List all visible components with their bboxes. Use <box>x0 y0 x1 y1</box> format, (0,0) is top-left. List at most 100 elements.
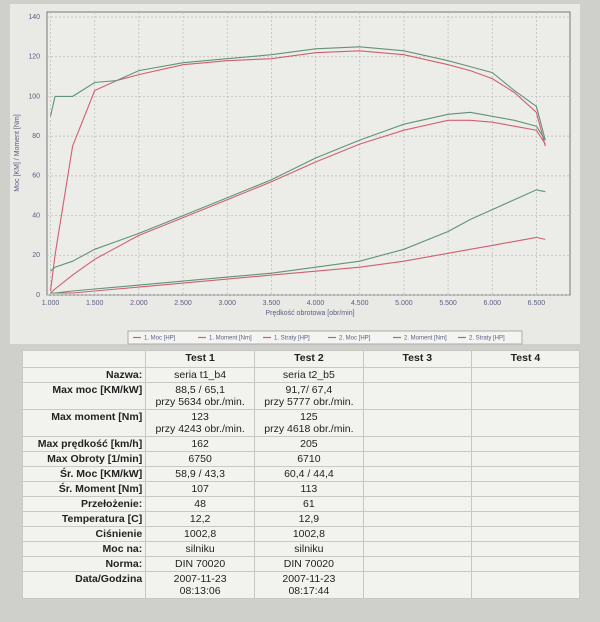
value-cell: seria t1_b4 <box>145 367 255 383</box>
cell-text: przy 4618 obr./min. <box>264 423 354 435</box>
x-tick-label: 5.500 <box>439 300 457 307</box>
plot-area <box>46 11 571 296</box>
cell-text: 08:17:44 <box>288 585 330 597</box>
cell-text: silniku <box>185 543 215 555</box>
value-cell: 123 przy 4243 obr./min. <box>145 409 255 437</box>
cell-text: 48 <box>194 498 206 510</box>
y-tick-label: 20 <box>32 252 40 259</box>
cell-text: 107 <box>191 483 209 495</box>
value-cell: 205 <box>254 436 364 452</box>
value-cell <box>362 481 472 497</box>
x-tick-label: 6.000 <box>483 300 501 307</box>
row-label: Nazwa: <box>21 367 147 383</box>
value-cell <box>470 481 581 497</box>
cell-text: 12,9 <box>298 513 320 525</box>
table-row: Max moment [Nm] 123 przy 4243 obr./min. 125… <box>21 409 581 437</box>
x-tick-label: 5.000 <box>395 300 413 307</box>
row-label: Max prędkość [km/h] <box>21 436 147 452</box>
series-line <box>50 111 546 272</box>
cell-text: 58,9 / 43,3 <box>175 468 225 480</box>
x-tick-label: 4.000 <box>307 300 325 307</box>
value-cell <box>470 526 581 542</box>
value-cell: 1002,8 <box>254 526 364 542</box>
value-cell: 2007-11-23 08:13:06 <box>145 571 255 599</box>
value-cell <box>470 466 581 482</box>
table-row: Norma: DIN 70020 DIN 70020 <box>21 556 581 572</box>
y-tick-label: 140 <box>28 14 40 21</box>
value-cell: 88,5 / 65,1 przy 5634 obr./min. <box>145 382 255 410</box>
value-cell <box>362 556 472 572</box>
value-cell <box>362 436 472 452</box>
table-row: Max moc [KM/kW] 88,5 / 65,1 przy 5634 obr.… <box>21 382 581 410</box>
value-cell <box>470 367 581 383</box>
cell-text: 88,5 / 65,1 <box>175 384 225 396</box>
y-axis-label: Moc [KM] / Moment [Nm] <box>14 114 21 191</box>
results-table: Test 1 Test 2 Test 3 Test 4 Nazwa: seria t1_b… <box>21 350 581 599</box>
value-cell <box>362 526 472 542</box>
x-tick-label: 3.000 <box>218 300 236 307</box>
table-row: Przełożenie: 48 61 <box>21 496 581 512</box>
legend-label: 1. Moc [HP] <box>144 336 176 342</box>
value-cell: silniku <box>254 541 364 557</box>
cell-text: DIN 70020 <box>283 558 334 570</box>
value-cell <box>362 466 472 482</box>
cell-text: DIN 70020 <box>175 558 226 570</box>
value-cell <box>362 451 472 467</box>
value-cell <box>362 496 472 512</box>
row-label: Norma: <box>21 556 147 572</box>
legend <box>127 330 523 345</box>
cell-text: przy 5777 obr./min. <box>264 396 354 408</box>
value-cell: 91,7/ 67,4 przy 5777 obr./min. <box>254 382 364 410</box>
value-cell <box>470 436 581 452</box>
cell-text: 08:13:06 <box>179 585 221 597</box>
cell-text: 123 <box>191 411 209 423</box>
row-label: Przełożenie: <box>21 496 147 512</box>
y-tick-label: 80 <box>32 133 40 140</box>
legend-label: 2. Moc [HP] <box>339 336 371 342</box>
value-cell: 6710 <box>254 451 364 467</box>
row-label: Temperatura [C] <box>21 511 147 527</box>
cell-text: 91,7/ 67,4 <box>285 384 333 396</box>
x-axis-label: Prędkość obrotowa [obr/min] <box>265 310 354 317</box>
cell-text: 6710 <box>297 453 321 465</box>
legend-label: 2. Straty [HP] <box>469 336 505 342</box>
value-cell: 1002,8 <box>145 526 255 542</box>
cell-text: 2007-11-23 <box>282 573 336 585</box>
value-cell: silniku <box>145 541 255 557</box>
value-cell: 113 <box>254 481 364 497</box>
value-cell: 12,2 <box>145 511 255 527</box>
cell-text: 162 <box>191 438 209 450</box>
series-line <box>50 189 546 294</box>
x-tick-label: 4.500 <box>351 300 369 307</box>
value-cell <box>362 382 472 410</box>
value-cell <box>362 409 472 437</box>
legend-label: 2. Moment [Nm] <box>404 336 447 342</box>
row-label: Max moc [KM/kW] <box>21 382 147 410</box>
cell-text: 12,2 <box>189 513 211 525</box>
cell-text: 113 <box>300 483 318 495</box>
value-cell <box>470 571 581 599</box>
cell-text: 60,4 / 44,4 <box>284 468 334 480</box>
cell-text: 125 <box>300 411 318 423</box>
column-header: Test 3 <box>362 350 472 368</box>
value-cell <box>362 367 472 383</box>
cell-text: przy 4243 obr./min. <box>155 423 245 435</box>
value-cell: 6750 <box>145 451 255 467</box>
table-row: Nazwa: seria t1_b4 seria t2_b5 <box>21 367 581 383</box>
y-tick-label: 40 <box>32 212 40 219</box>
y-tick-label: 60 <box>32 173 40 180</box>
cell-text: silniku <box>294 543 324 555</box>
value-cell: 60,4 / 44,4 <box>254 466 364 482</box>
value-cell: seria t2_b5 <box>254 367 364 383</box>
header-row: Test 1 Test 2 Test 3 Test 4 <box>21 350 581 368</box>
table-row: Ciśnienie 1002,8 1002,8 <box>21 526 581 542</box>
table-row: Śr. Moc [KM/kW] 58,9 / 43,3 60,4 / 44,4 <box>21 466 581 482</box>
column-header: Test 2 <box>254 350 364 368</box>
series-line <box>49 46 546 141</box>
x-tick-label: 3.500 <box>263 300 281 307</box>
table-row: Moc na: silniku silniku <box>21 541 581 557</box>
header-cell <box>21 350 147 368</box>
x-tick-label: 2.500 <box>174 300 192 307</box>
value-cell <box>362 511 472 527</box>
